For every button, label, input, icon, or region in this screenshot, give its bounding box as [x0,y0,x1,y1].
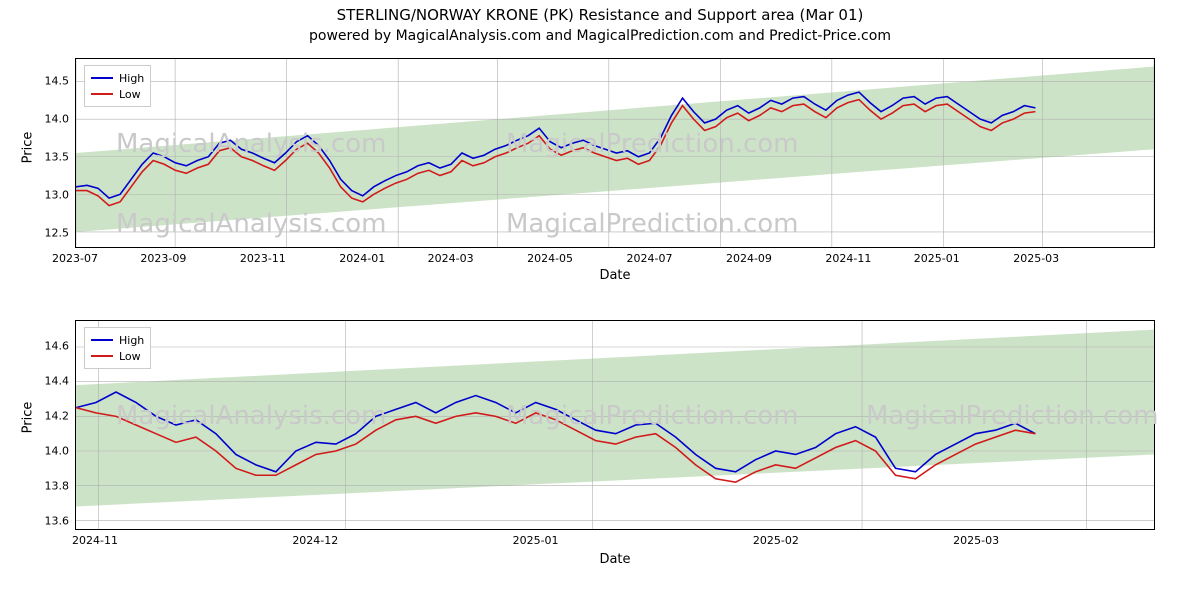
x-tick-label: 2023-09 [140,252,186,265]
chart-panel-top: MagicalAnalysis.com MagicalPrediction.co… [75,58,1155,248]
legend-label-high: High [119,72,144,85]
figure: STERLING/NORWAY KRONE (PK) Resistance an… [0,0,1200,600]
legend-swatch-low [91,355,113,357]
y-tick-label: 14.5 [37,74,69,87]
x-tick-label: 2024-12 [292,534,338,547]
x-tick-label: 2024-11 [825,252,871,265]
x-axis-label: Date [75,268,1155,283]
y-tick-label: 14.0 [37,112,69,125]
chart-title: STERLING/NORWAY KRONE (PK) Resistance an… [0,6,1200,24]
legend-item-high: High [91,70,144,86]
x-tick-label: 2025-01 [513,534,559,547]
legend-label-low: Low [119,88,141,101]
chart-panel-bottom: MagicalAnalysis.com MagicalPrediction.co… [75,320,1155,530]
chart-svg-top [76,59,1154,247]
y-tick-label: 14.6 [37,340,69,353]
x-tick-label: 2025-03 [1013,252,1059,265]
x-tick-label: 2025-02 [753,534,799,547]
y-tick-label: 13.5 [37,150,69,163]
chart-subtitle: powered by MagicalAnalysis.com and Magic… [0,28,1200,44]
x-tick-label: 2023-11 [240,252,286,265]
legend-swatch-high [91,339,113,341]
y-axis-label: Price [20,132,35,164]
y-tick-label: 14.4 [37,375,69,388]
y-tick-label: 12.5 [37,226,69,239]
x-tick-label: 2024-09 [726,252,772,265]
legend-swatch-low [91,93,113,95]
legend-label-low: Low [119,350,141,363]
x-tick-label: 2023-07 [52,252,98,265]
y-tick-label: 14.0 [37,445,69,458]
legend-item-low: Low [91,86,144,102]
y-tick-label: 13.6 [37,515,69,528]
y-axis-label: Price [20,402,35,434]
y-tick-label: 14.2 [37,410,69,423]
legend-label-high: High [119,334,144,347]
x-tick-label: 2024-07 [627,252,673,265]
legend: High Low [84,65,151,107]
x-tick-label: 2024-01 [339,252,385,265]
x-axis-label: Date [75,552,1155,567]
x-tick-label: 2024-11 [72,534,118,547]
legend-item-low: Low [91,348,144,364]
y-tick-label: 13.8 [37,480,69,493]
legend-swatch-high [91,77,113,79]
y-tick-label: 13.0 [37,188,69,201]
legend: High Low [84,327,151,369]
x-tick-label: 2025-01 [914,252,960,265]
x-tick-label: 2024-05 [527,252,573,265]
chart-svg-bottom [76,321,1154,529]
x-tick-label: 2024-03 [428,252,474,265]
x-tick-label: 2025-03 [953,534,999,547]
legend-item-high: High [91,332,144,348]
